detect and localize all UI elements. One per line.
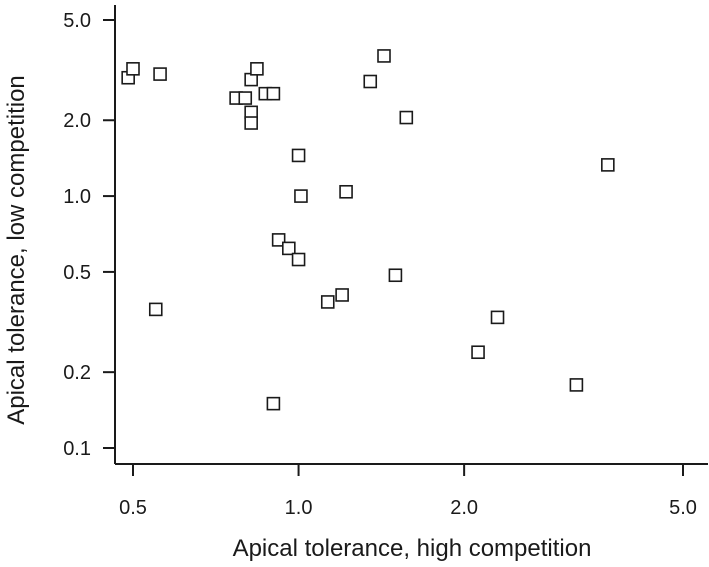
data-point	[291, 252, 306, 267]
y-tick-label: 5.0	[63, 10, 91, 32]
x-tick-label: 2.0	[450, 497, 478, 519]
y-axis-title: Apical tolerance, low competition	[3, 75, 30, 425]
x-tick-label: 1.0	[285, 497, 313, 519]
x-tick-label: 0.5	[119, 497, 147, 519]
data-points	[121, 49, 615, 411]
data-point	[126, 62, 140, 76]
data-point	[271, 233, 286, 247]
y-tick-label: 0.1	[63, 438, 91, 460]
data-point	[250, 62, 264, 76]
data-point	[266, 86, 281, 101]
data-point	[153, 67, 167, 81]
data-point	[238, 91, 253, 105]
y-ticks: 0.1 0.2 0.5 1.0 2.0 5.0	[63, 10, 115, 460]
data-point	[266, 396, 281, 411]
data-point	[244, 116, 258, 130]
data-point	[388, 268, 403, 283]
data-point	[569, 378, 584, 392]
data-point	[320, 295, 335, 309]
x-tick-label: 5.0	[669, 497, 697, 519]
y-tick-label: 0.2	[63, 362, 91, 384]
y-tick-label: 1.0	[63, 186, 91, 208]
data-point	[601, 158, 615, 172]
data-point	[377, 49, 391, 63]
data-point	[339, 184, 353, 199]
axes	[114, 5, 708, 465]
data-point	[399, 110, 414, 125]
y-tick-label: 2.0	[63, 110, 91, 132]
data-point	[148, 302, 163, 317]
data-point	[291, 148, 306, 163]
x-axis-title: Apical tolerance, high competition	[233, 535, 592, 562]
x-ticks: 0.5 1.0 2.0 5.0	[119, 464, 697, 519]
data-point	[490, 310, 505, 325]
data-point	[282, 241, 296, 256]
data-point	[335, 288, 349, 302]
y-tick-label: 0.5	[63, 262, 91, 284]
data-point	[363, 74, 378, 89]
data-point	[471, 345, 485, 360]
data-point	[294, 189, 308, 203]
